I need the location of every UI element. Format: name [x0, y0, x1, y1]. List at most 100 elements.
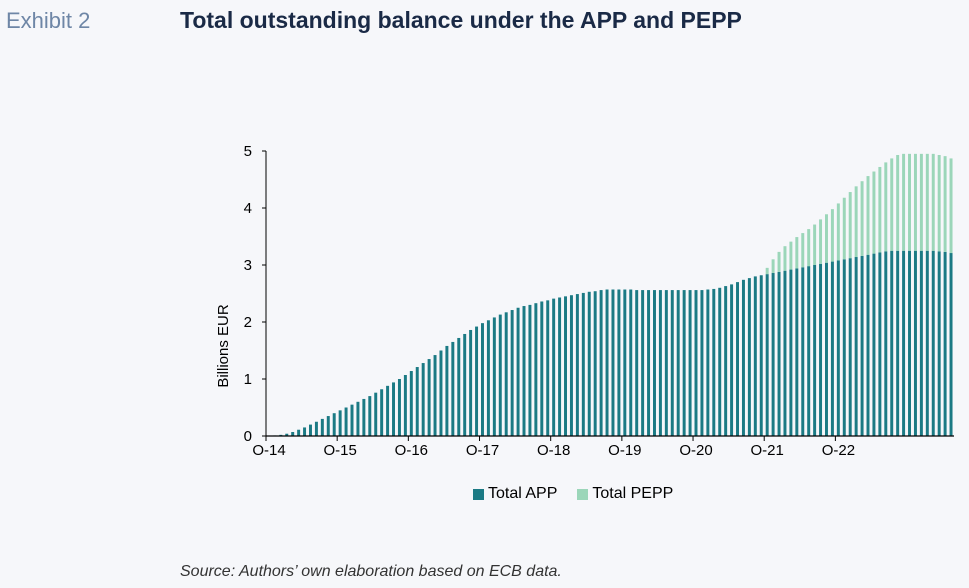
bar-pepp [795, 237, 799, 269]
bar-app [854, 257, 858, 436]
bar-pepp [896, 154, 900, 251]
bar-app [409, 371, 413, 436]
bar-app [641, 290, 645, 436]
bar-app [807, 266, 811, 436]
x-tick-label: O-15 [323, 442, 356, 459]
bar-app [931, 250, 935, 436]
bar-app [884, 251, 888, 436]
bar-pepp [825, 214, 828, 263]
bar-app [718, 287, 722, 436]
bar-pepp [931, 153, 935, 251]
bar-app [368, 396, 372, 436]
y-tick-label: 2 [244, 314, 252, 331]
bar-app [908, 250, 911, 436]
bar-app [332, 413, 336, 436]
x-tick-label: O-14 [252, 442, 285, 459]
bar-app [516, 307, 520, 436]
bar-app [759, 275, 763, 436]
bar-app [575, 294, 579, 436]
x-tick-label: O-21 [751, 442, 784, 459]
bar-app [730, 284, 734, 436]
x-tick-label: O-17 [466, 442, 499, 459]
bar-app [303, 427, 307, 436]
bar-pepp [807, 229, 811, 267]
bar-app [546, 300, 550, 436]
bar-pepp [919, 153, 923, 251]
bar-app [475, 326, 479, 436]
bar-app [297, 429, 301, 436]
bar-app [492, 317, 496, 436]
bar-app [747, 278, 751, 436]
bar-app [789, 269, 793, 436]
bar-app [658, 290, 662, 436]
bar-pepp [819, 219, 823, 264]
bar-app [320, 418, 324, 436]
bar-app [498, 314, 502, 436]
bar-pepp [949, 158, 953, 254]
bar-app [611, 289, 615, 436]
bar-pepp [848, 192, 852, 259]
bar-app [753, 276, 757, 436]
bar-pepp [854, 186, 858, 258]
bar-app [617, 289, 621, 436]
bar-app [783, 270, 787, 436]
bar-app [534, 303, 538, 436]
bar-app [350, 404, 354, 436]
legend-label-pepp: Total PEPP [592, 485, 674, 502]
bar-app [439, 350, 443, 436]
x-tick-label: O-19 [608, 442, 641, 459]
bar-app [777, 271, 781, 436]
x-tick-label: O-20 [679, 442, 712, 459]
bar-app [463, 333, 467, 436]
bar-pepp [789, 241, 793, 270]
bar-app [569, 295, 573, 436]
bar-app [374, 392, 378, 436]
y-axis-label: Billions EUR [215, 304, 232, 388]
bar-pepp [813, 224, 817, 265]
bar-app [314, 421, 318, 436]
bar-app [593, 291, 597, 436]
bar-pepp [890, 158, 894, 251]
legend-swatch-app [473, 488, 484, 500]
y-tick-label: 4 [244, 200, 252, 217]
bar-app [860, 255, 864, 436]
bar-app [445, 345, 449, 436]
bar-pepp [902, 153, 906, 251]
bar-app [688, 290, 692, 436]
bar-app [771, 272, 775, 436]
bar-app [540, 301, 544, 436]
bar-pepp [878, 166, 882, 253]
bar-app [415, 367, 419, 436]
x-tick-label: O-22 [822, 442, 855, 459]
bar-app [451, 341, 455, 436]
y-tick-label: 3 [244, 257, 252, 274]
bar-app [890, 250, 894, 436]
bar-app [664, 290, 668, 436]
bar-app [599, 290, 603, 436]
bar-pepp [836, 203, 840, 261]
bar-pepp [925, 153, 929, 251]
bar-app [943, 251, 947, 436]
bar-app [403, 375, 407, 436]
bar-app [795, 268, 799, 436]
bar-app [913, 250, 917, 436]
bar-app [481, 323, 484, 436]
bar-app [813, 265, 817, 436]
bar-app [819, 263, 823, 436]
bar-app [902, 250, 906, 436]
bar-app [682, 290, 686, 436]
bar-app [765, 274, 769, 436]
bar-app [700, 290, 704, 436]
bar-app [338, 410, 342, 436]
bar-app [724, 286, 728, 436]
bar-pepp [765, 267, 769, 275]
bar-app [362, 398, 366, 436]
bar-app [309, 424, 312, 436]
bar-app [825, 262, 828, 436]
bar-pepp [872, 171, 876, 254]
bar-app [564, 296, 567, 436]
bar-app [694, 290, 698, 436]
bar-app [344, 407, 348, 436]
bar-app [676, 290, 680, 436]
bar-pepp [842, 197, 846, 260]
